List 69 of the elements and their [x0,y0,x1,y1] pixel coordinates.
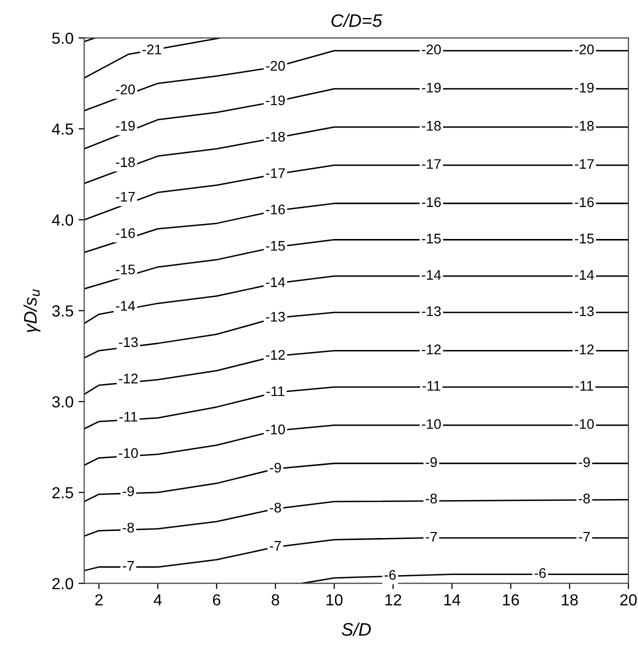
y-tick-label: 5.0 [52,32,74,44]
annotation: -17 [116,192,135,202]
annotation: -8 [426,494,437,504]
annotation: -7 [426,532,437,542]
annotation: -10 [118,448,138,458]
x-tick-label: 8 [272,594,280,606]
annotation: -18 [422,120,441,131]
annotation: -7 [270,541,281,551]
annotation: -16 [574,197,594,208]
annotation: -17 [574,159,594,169]
x-tick-label: 14 [444,594,460,606]
annotation: -20 [574,44,594,54]
annotation: -8 [270,502,281,513]
x-tick-label: 16 [503,594,519,606]
annotation: -6 [384,570,396,580]
annotation: -19 [422,82,441,93]
x-tick-label: 18 [562,594,578,606]
annotation: -13 [574,306,594,316]
y-tick-label: 3.0 [52,396,74,408]
annotation: -18 [574,120,594,131]
y-tick-label: 4.5 [52,124,74,135]
annotation: -12 [422,344,441,354]
annotation: -16 [422,197,441,208]
annotation: -14 [116,301,136,311]
annotation: -15 [116,264,135,274]
annotation: -20 [116,84,135,94]
annotation: -11 [266,386,284,396]
annotation: -11 [422,381,440,391]
annotation: -7 [578,532,590,542]
annotation: -12 [118,374,138,384]
annotation: -7 [122,561,134,571]
annotation: -16 [116,228,135,238]
annotation: -9 [426,457,437,468]
annotation: -6 [534,568,546,578]
annotation: -13 [118,337,138,348]
annotation: -13 [422,306,441,316]
annotation: -19 [574,82,594,93]
chart-title: C/D=5 [331,14,382,27]
annotation: -8 [122,522,134,533]
y-tick-label: 2.5 [52,487,74,498]
annotation: -11 [119,412,138,422]
annotation: -9 [270,462,281,473]
annotation: -9 [578,457,590,468]
annotation: -9 [122,486,134,496]
annotation: -14 [422,270,441,280]
annotation: -10 [422,419,441,429]
annotation: -12 [574,344,594,354]
y-tick-label: 3.5 [52,305,74,317]
annotation: -15 [574,234,594,244]
annotation: -18 [116,157,135,168]
x-tick-label: 20 [620,594,637,606]
x-tick-label: 10 [326,594,343,606]
x-tick-label: 12 [385,594,402,606]
annotation: -14 [574,270,594,280]
y-tick-label: 2.0 [52,578,74,590]
y-axis-title: γD/s$_{u}$ [24,289,40,332]
annotation: -10 [574,419,594,429]
annotation: -20 [422,44,441,54]
annotation: -19 [116,120,135,131]
x-axis-title: S/D [342,622,371,636]
x-tick-label: 4 [154,594,162,606]
annotation: -11 [575,381,594,391]
annotation: -15 [422,234,441,244]
x-tick-label: 2 [95,594,103,606]
annotation: -17 [422,159,441,169]
x-tick-label: 6 [212,594,220,606]
y-tick-label: 4.0 [52,214,74,226]
annotation: -21 [142,44,162,54]
annotation: -8 [578,494,590,504]
